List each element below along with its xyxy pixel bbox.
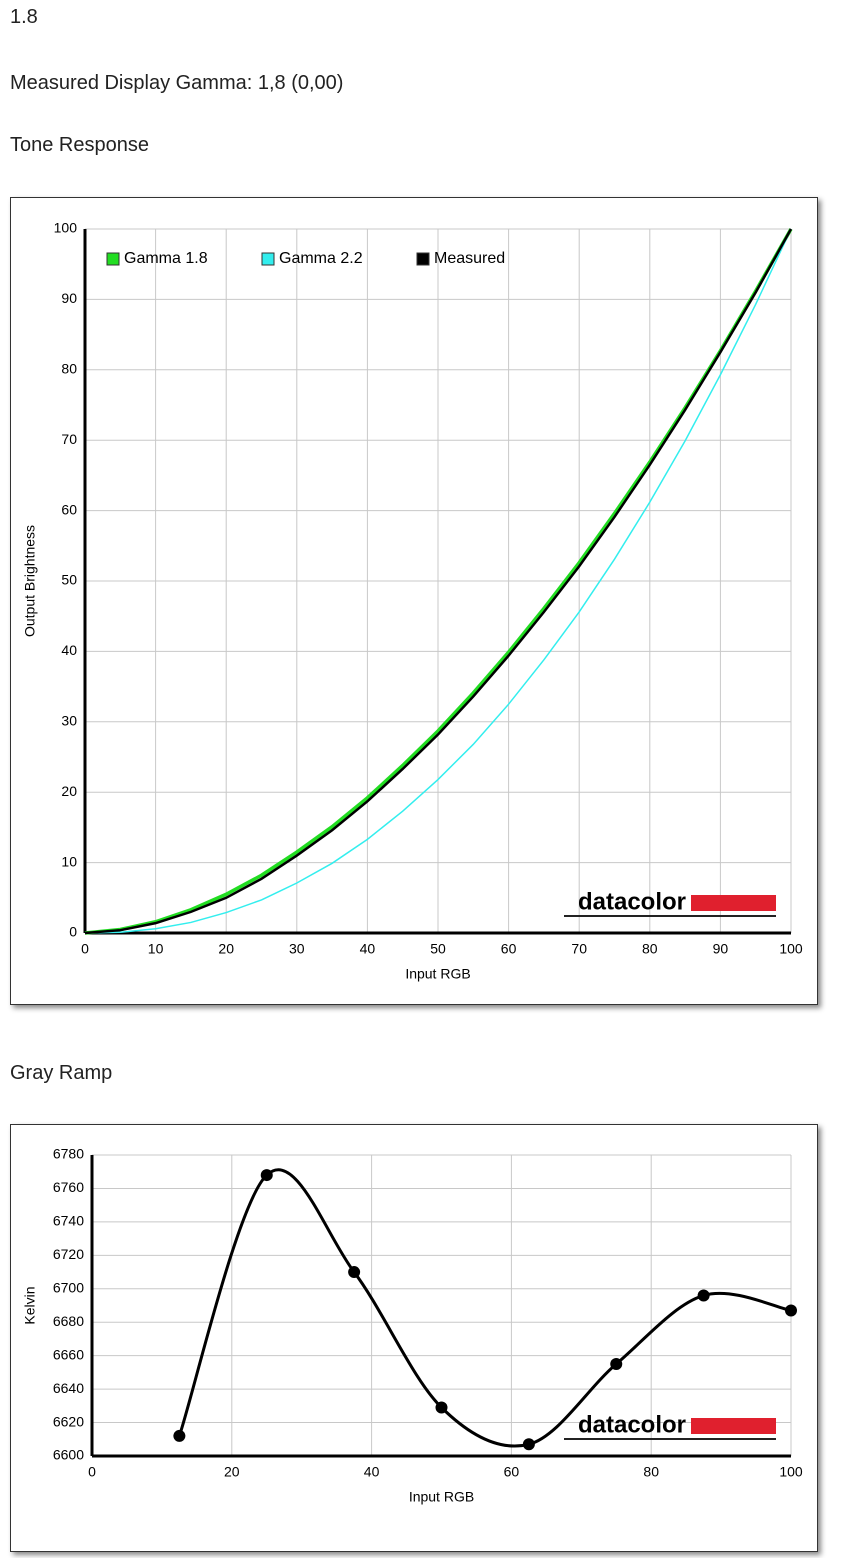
- y-tick-label: 0: [69, 924, 77, 940]
- y-tick-label: 50: [61, 572, 77, 588]
- x-tick-label: 20: [218, 941, 234, 957]
- x-axis-label: Input RGB: [409, 1489, 474, 1505]
- marker: [522, 1438, 535, 1451]
- legend-label: Gamma 2.2: [279, 250, 363, 267]
- x-tick-label: 0: [81, 941, 89, 957]
- y-axis-label: Output Brightness: [22, 525, 38, 637]
- x-tick-label: 60: [504, 1464, 520, 1480]
- legend-label: Gamma 1.8: [124, 250, 208, 267]
- x-tick-label: 90: [713, 941, 729, 957]
- x-tick-label: 20: [224, 1464, 240, 1480]
- watermark-bar: [691, 895, 776, 911]
- marker: [785, 1304, 797, 1317]
- x-tick-label: 50: [430, 941, 446, 957]
- y-tick-label: 6760: [53, 1179, 84, 1195]
- x-tick-label: 40: [360, 941, 376, 957]
- y-tick-label: 90: [61, 290, 77, 306]
- y-tick-label: 40: [61, 642, 77, 658]
- marker: [435, 1401, 448, 1414]
- y-tick-label: 6600: [53, 1447, 84, 1463]
- x-tick-label: 30: [289, 941, 305, 957]
- y-tick-label: 6640: [53, 1380, 84, 1396]
- watermark: datacolor: [578, 1411, 686, 1438]
- y-tick-label: 6720: [53, 1246, 84, 1262]
- legend-swatch: [261, 252, 275, 266]
- y-tick-label: 60: [61, 501, 77, 517]
- x-tick-label: 60: [501, 941, 517, 957]
- y-tick-label: 6660: [53, 1346, 84, 1362]
- x-tick-label: 100: [779, 1464, 803, 1480]
- gamma-value: 1.8: [10, 6, 38, 28]
- chart-box: 0 10 20 30 40 50 60 70 80 90 100 0 10 20 30 40 50 60 70 80 9…: [10, 197, 818, 1005]
- y-tick-label: 6620: [53, 1413, 84, 1429]
- x-axis-label: Input RGB: [405, 966, 470, 982]
- y-tick-label: 70: [61, 431, 77, 447]
- y-axis-label: Kelvin: [22, 1286, 38, 1324]
- y-tick-label: 6700: [53, 1279, 84, 1295]
- legend-label: Measured: [434, 250, 505, 267]
- x-tick-label: 40: [364, 1464, 380, 1480]
- chart-title: Tone Response: [10, 134, 149, 156]
- marker: [348, 1266, 361, 1279]
- chart: 0 10 20 30 40 50 60 70 80 90 100 0 10 20 30 40 50 60 70 80 9…: [22, 220, 803, 982]
- chart-title: Gray Ramp: [10, 1062, 113, 1084]
- marker: [697, 1289, 710, 1302]
- y-tick-label: 30: [61, 713, 77, 729]
- legend-swatch: [416, 252, 430, 266]
- x-tick-label: 10: [148, 941, 164, 957]
- y-tick-label: 80: [61, 361, 77, 377]
- y-tick-label: 6780: [53, 1146, 84, 1162]
- line: [84, 228, 792, 934]
- chart-box: 6600 6620 6640 6660 6680 6700 6720 6740 6760 6780…: [10, 1124, 818, 1552]
- line: [177, 1168, 792, 1448]
- measured-gamma: Measured Display Gamma: 1,8 (0,00): [10, 72, 344, 94]
- x-tick-label: 0: [88, 1464, 96, 1480]
- y-tick-label: 6740: [53, 1213, 84, 1229]
- x-tick-label: 70: [571, 941, 587, 957]
- y-tick-label: 20: [61, 783, 77, 799]
- marker: [260, 1169, 273, 1182]
- marker: [173, 1429, 186, 1442]
- line: [84, 228, 793, 935]
- watermark-bar: [691, 1418, 776, 1434]
- legend-swatch: [106, 252, 120, 266]
- line: [84, 228, 793, 935]
- y-tick-label: 100: [54, 220, 78, 236]
- x-tick-label: 80: [642, 941, 658, 957]
- x-tick-label: 80: [643, 1464, 659, 1480]
- y-tick-label: 10: [61, 853, 77, 869]
- watermark: datacolor: [578, 888, 686, 915]
- chart: 6600 6620 6640 6660 6680 6700 6720 6740 6760 6780…: [22, 1146, 803, 1505]
- x-tick-label: 100: [779, 941, 803, 957]
- marker: [610, 1358, 623, 1371]
- y-tick-label: 6680: [53, 1313, 84, 1329]
